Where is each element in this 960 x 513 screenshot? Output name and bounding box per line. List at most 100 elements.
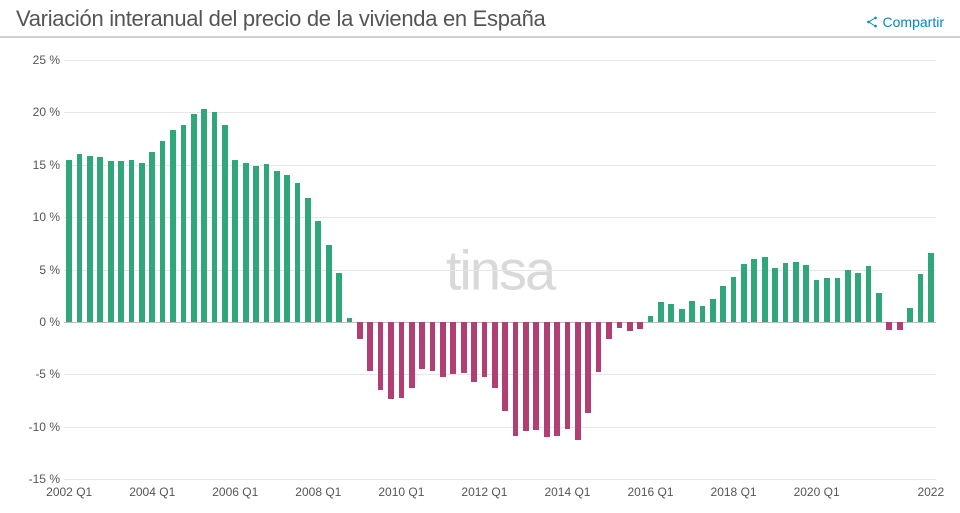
bar bbox=[274, 171, 280, 322]
bar bbox=[336, 273, 342, 322]
bar bbox=[118, 161, 124, 322]
bar bbox=[783, 263, 789, 322]
bar bbox=[720, 286, 726, 322]
y-tick-label: 25 % bbox=[16, 53, 60, 67]
bar bbox=[575, 322, 581, 440]
bar bbox=[533, 322, 539, 430]
bar bbox=[700, 306, 706, 322]
bar bbox=[627, 322, 633, 331]
bar bbox=[461, 322, 467, 373]
y-tick-label: 0 % bbox=[16, 315, 60, 329]
bar bbox=[648, 316, 654, 322]
bar bbox=[606, 322, 612, 339]
bar bbox=[212, 112, 218, 322]
bar bbox=[440, 322, 446, 378]
bar bbox=[170, 130, 176, 322]
bar bbox=[731, 277, 737, 322]
bar bbox=[741, 264, 747, 322]
bar bbox=[544, 322, 550, 437]
bar bbox=[232, 160, 238, 322]
x-tick-label: 2006 Q1 bbox=[212, 485, 258, 499]
bar bbox=[907, 308, 913, 322]
bar bbox=[357, 322, 363, 339]
y-tick-label: -5 % bbox=[16, 367, 60, 381]
bar bbox=[762, 257, 768, 322]
bar bbox=[284, 175, 290, 322]
x-tick-label: 2020 Q1 bbox=[794, 485, 840, 499]
share-button[interactable]: Compartir bbox=[865, 14, 944, 36]
bar bbox=[222, 125, 228, 322]
bar bbox=[886, 322, 892, 330]
share-label: Compartir bbox=[883, 14, 944, 30]
bar bbox=[191, 114, 197, 321]
bar bbox=[897, 322, 903, 330]
chart-container: Variación interanual del precio de la vi… bbox=[0, 0, 960, 513]
bar bbox=[918, 274, 924, 322]
x-tick-label: 2010 Q1 bbox=[378, 485, 424, 499]
bar bbox=[160, 141, 166, 322]
bar bbox=[388, 322, 394, 400]
bar bbox=[108, 161, 114, 322]
bar bbox=[367, 322, 373, 371]
plot-area: tinsa bbox=[64, 60, 936, 479]
x-tick-label: 2012 Q1 bbox=[461, 485, 507, 499]
bar bbox=[793, 262, 799, 322]
x-tick-label: 2008 Q1 bbox=[295, 485, 341, 499]
bar bbox=[876, 293, 882, 322]
bar bbox=[87, 156, 93, 322]
bar bbox=[419, 322, 425, 369]
y-tick-label: 15 % bbox=[16, 158, 60, 172]
y-tick-label: 5 % bbox=[16, 263, 60, 277]
x-tick-label: 2002 Q1 bbox=[46, 485, 92, 499]
bar bbox=[492, 322, 498, 388]
grid-line bbox=[64, 479, 936, 480]
bar bbox=[430, 322, 436, 371]
bar bbox=[596, 322, 602, 372]
bar bbox=[679, 309, 685, 322]
chart: -15 % -10 % -5 % 0 % 5 % 10 % 15 % 20 % 25 % tin… bbox=[16, 50, 944, 503]
y-tick-label: 20 % bbox=[16, 105, 60, 119]
bar bbox=[824, 278, 830, 322]
bar bbox=[326, 245, 332, 321]
bar bbox=[399, 322, 405, 398]
bar bbox=[554, 322, 560, 436]
x-tick-label: 2018 Q1 bbox=[711, 485, 757, 499]
bar bbox=[139, 163, 145, 322]
y-tick-label: -10 % bbox=[16, 420, 60, 434]
bar bbox=[658, 302, 664, 322]
bar bbox=[305, 198, 311, 322]
bar bbox=[243, 163, 249, 322]
bar bbox=[772, 268, 778, 321]
bar bbox=[928, 253, 934, 322]
bar bbox=[565, 322, 571, 429]
bar bbox=[149, 152, 155, 322]
bar bbox=[347, 318, 353, 322]
bar bbox=[855, 273, 861, 322]
bar bbox=[129, 160, 135, 322]
bar bbox=[97, 157, 103, 321]
bar bbox=[523, 322, 529, 431]
x-tick-label: 2014 Q1 bbox=[544, 485, 590, 499]
y-tick-label: 10 % bbox=[16, 210, 60, 224]
bar bbox=[378, 322, 384, 390]
bar bbox=[637, 322, 643, 329]
bar bbox=[814, 280, 820, 322]
header: Variación interanual del precio de la vi… bbox=[0, 0, 960, 38]
y-tick-label: -15 % bbox=[16, 472, 60, 486]
bar bbox=[315, 221, 321, 322]
bar bbox=[845, 270, 851, 322]
bar bbox=[482, 322, 488, 378]
bar bbox=[668, 304, 674, 322]
x-tick-label: 2022 bbox=[917, 485, 944, 499]
page-title: Variación interanual del precio de la vi… bbox=[16, 6, 545, 36]
bar bbox=[450, 322, 456, 374]
bar bbox=[835, 278, 841, 322]
bar bbox=[181, 125, 187, 322]
bar bbox=[253, 166, 259, 322]
bar bbox=[201, 109, 207, 322]
bar bbox=[471, 322, 477, 382]
bar bbox=[66, 160, 72, 322]
bar bbox=[77, 154, 83, 322]
bar bbox=[409, 322, 415, 388]
x-tick-label: 2004 Q1 bbox=[129, 485, 175, 499]
